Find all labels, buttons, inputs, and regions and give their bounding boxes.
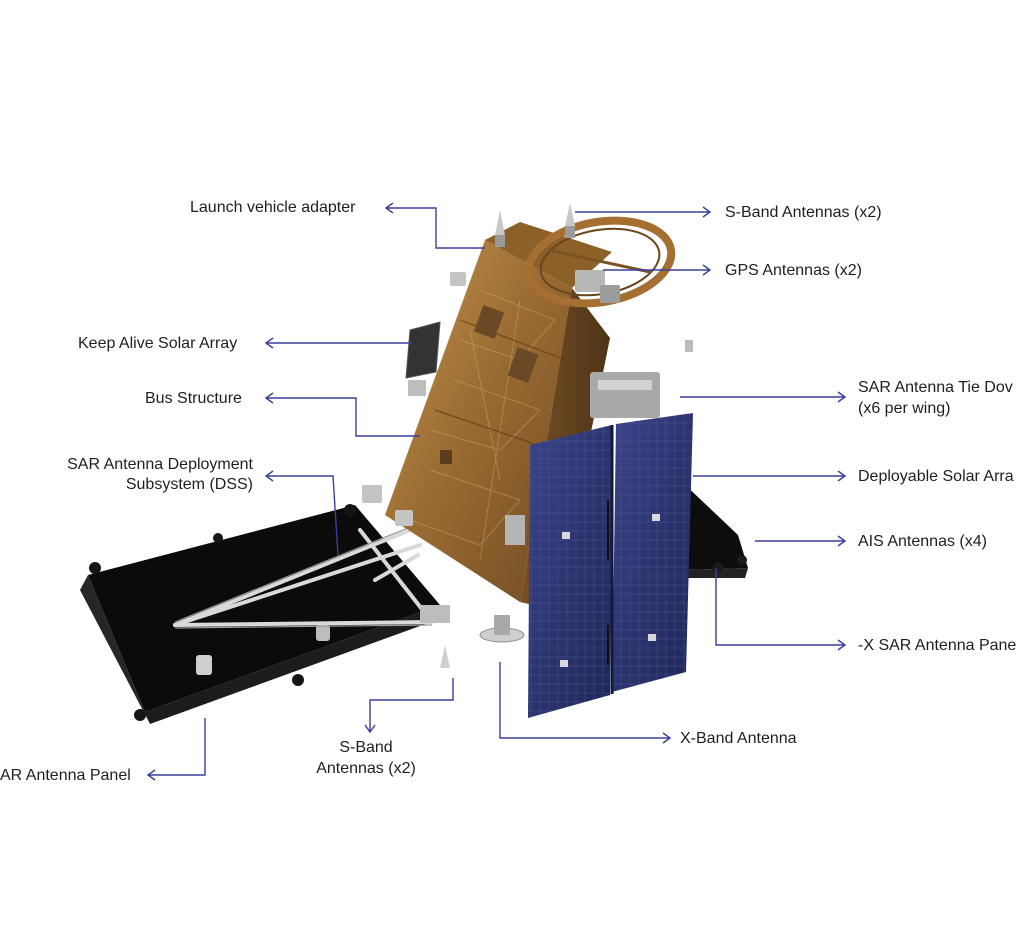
label-s-band-bottom-line2: Antennas (x2) bbox=[316, 760, 416, 777]
label-launch-vehicle-adapter: Launch vehicle adapter bbox=[190, 199, 356, 216]
label-sar-tie-down-line1: SAR Antenna Tie Dov bbox=[858, 379, 1013, 396]
label-neg-x-sar-panel: -X SAR Antenna Pane bbox=[858, 637, 1017, 654]
label-sar-tie-down-line2: (x6 per wing) bbox=[858, 400, 951, 417]
leader-lines bbox=[146, 202, 847, 781]
launch-adapter-ring bbox=[524, 216, 676, 308]
label-deployable-solar-array: Deployable Solar Arra bbox=[858, 468, 1014, 485]
deployable-solar-array bbox=[528, 413, 693, 718]
label-sar-antenna-panel-left: AR Antenna Panel bbox=[0, 767, 131, 784]
label-x-band-antenna: X-Band Antenna bbox=[680, 730, 797, 747]
side-hardware bbox=[362, 272, 693, 668]
label-sar-dss-line1: SAR Antenna Deployment bbox=[67, 456, 253, 473]
dss-truss bbox=[173, 520, 434, 627]
label-s-band-top: S-Band Antennas (x2) bbox=[725, 204, 882, 221]
label-ais-antennas: AIS Antennas (x4) bbox=[858, 533, 987, 550]
keep-alive-solar-array bbox=[405, 321, 441, 396]
label-bus-structure: Bus Structure bbox=[145, 390, 242, 407]
label-s-band-bottom-line1: S-Band bbox=[339, 739, 393, 756]
sar-antenna-panel-left bbox=[80, 504, 442, 724]
label-gps-antennas: GPS Antennas (x2) bbox=[725, 262, 862, 279]
top-antenna-spikes bbox=[495, 203, 575, 247]
label-sar-dss-line2: Subsystem (DSS) bbox=[125, 476, 253, 493]
x-band-dish bbox=[479, 615, 525, 643]
sar-antenna-panel-right bbox=[680, 480, 748, 578]
label-keep-alive-solar-array: Keep Alive Solar Array bbox=[78, 335, 238, 352]
